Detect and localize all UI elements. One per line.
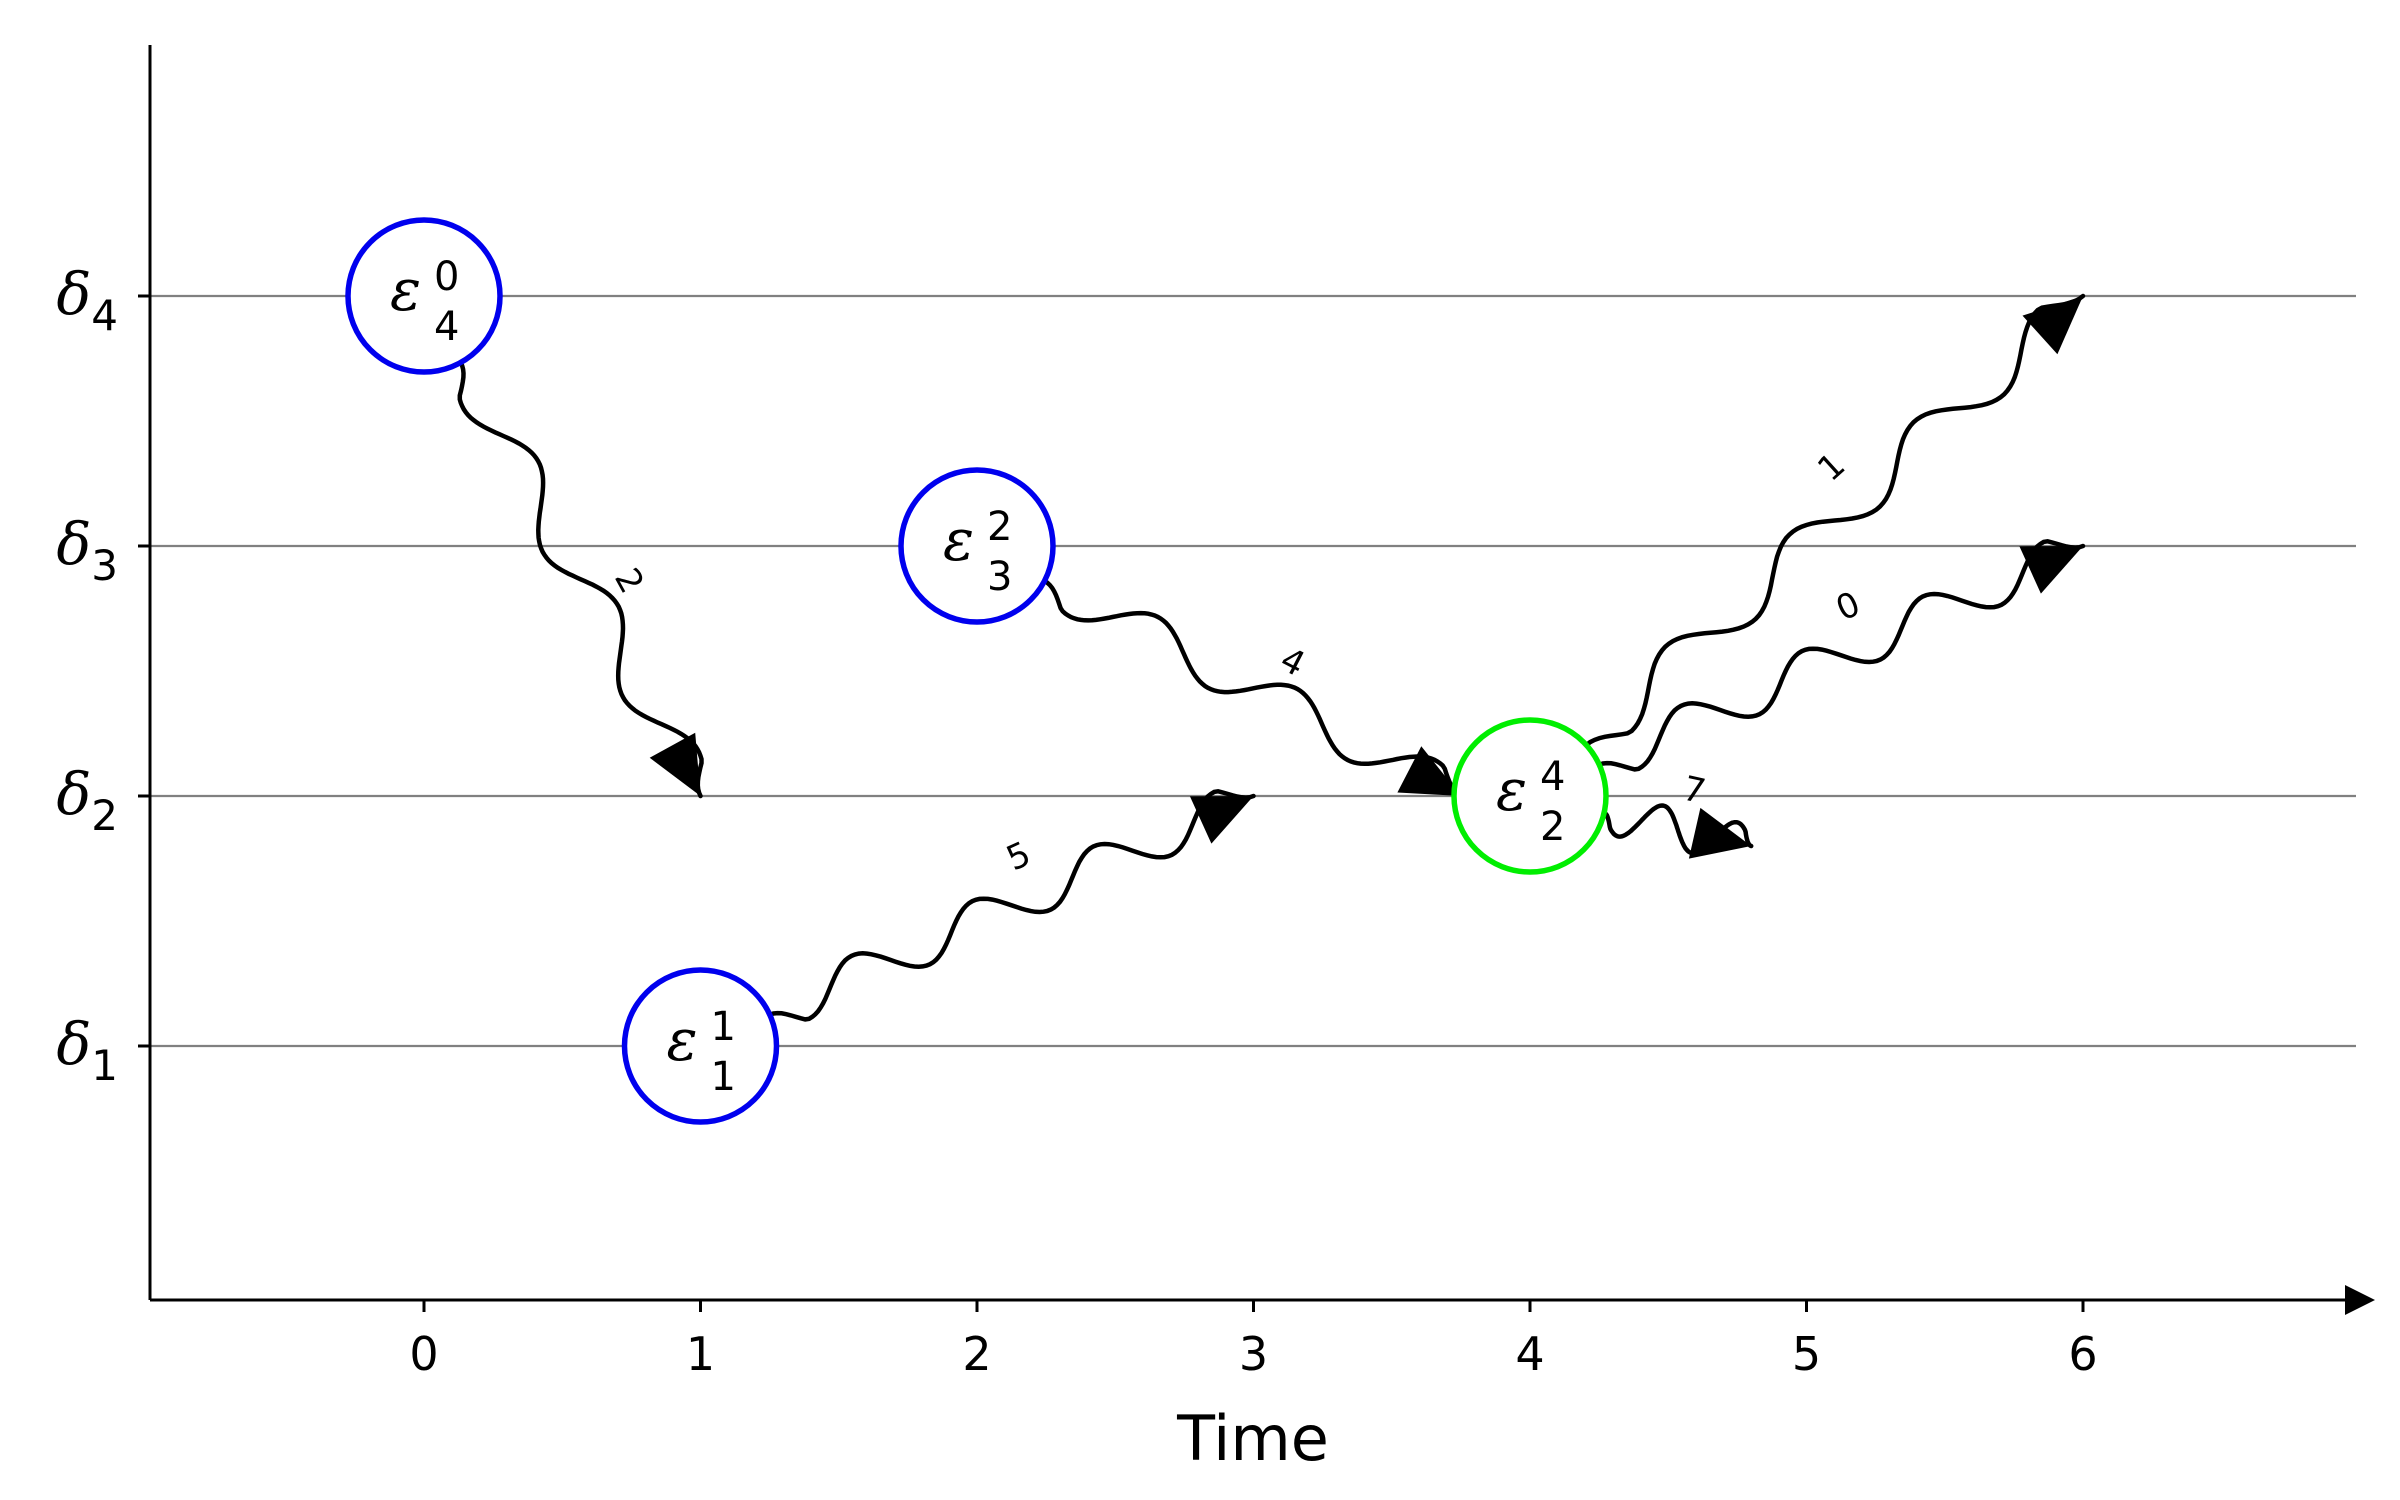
y-label-subscript: 2 <box>91 791 118 840</box>
node-label: ε <box>1496 756 1527 824</box>
edge-arrowhead-icon <box>649 732 701 796</box>
x-tick-label: 2 <box>962 1327 991 1381</box>
y-label-subscript: 4 <box>91 291 118 340</box>
edge-label: 2 <box>606 562 651 600</box>
y-label-d2: δ2 <box>56 760 118 840</box>
node-circle <box>898 467 1056 625</box>
edge-wave-4 <box>1597 539 2086 772</box>
node-circle <box>1451 717 1609 875</box>
x-tick-label: 0 <box>409 1327 438 1381</box>
edge-wave-5 <box>1601 803 1754 856</box>
x-tick-label: 3 <box>1239 1327 1268 1381</box>
edge-arrowhead-icon <box>1688 807 1752 859</box>
edge-wave-2 <box>767 789 1256 1022</box>
x-axis-ticks: 0 1 2 3 4 5 6 <box>409 1300 2098 1381</box>
node-subscript: 3 <box>987 554 1012 600</box>
node-e11: ε 11 <box>621 967 780 1125</box>
y-label-symbol: δ <box>56 760 91 828</box>
event-nodes: ε 04ε 23ε 11ε 42 <box>345 217 1609 1125</box>
edge-wave-3 <box>1584 293 2086 748</box>
x-axis-title: Time <box>1176 1402 1329 1475</box>
edge-label: 5 <box>1001 834 1037 879</box>
edge-wave-0 <box>457 360 704 799</box>
edge-arrowhead-icon <box>2019 546 2083 594</box>
node-superscript: 1 <box>711 1004 736 1050</box>
x-tick-label: 1 <box>686 1327 715 1381</box>
node-e32: ε 23 <box>898 467 1056 625</box>
node-superscript: 4 <box>1540 754 1565 800</box>
node-circle <box>621 967 780 1125</box>
y-label-symbol: δ <box>56 1010 91 1078</box>
y-label-d4: δ4 <box>56 260 118 340</box>
edge-label: 4 <box>1274 640 1312 685</box>
edge-label: 1 <box>1810 445 1853 489</box>
y-label-symbol: δ <box>56 260 91 328</box>
level-lines <box>138 294 2356 1048</box>
y-label-symbol: δ <box>56 510 91 578</box>
y-label-d1: δ1 <box>56 1010 118 1090</box>
x-tick-label: 5 <box>1792 1327 1821 1381</box>
node-subscript: 2 <box>1540 804 1565 850</box>
node-e24: ε 42 <box>1451 717 1609 875</box>
node-superscript: 2 <box>987 504 1012 550</box>
edge-wave-1 <box>1042 578 1464 799</box>
node-label: ε <box>390 256 421 324</box>
x-axis-arrow-icon <box>2345 1285 2375 1315</box>
edge-arrowhead-icon <box>1397 746 1461 796</box>
node-label: ε <box>943 506 974 574</box>
node-subscript: 4 <box>434 304 459 350</box>
edge-arrowhead-icon <box>2022 296 2083 355</box>
x-tick-label: 4 <box>1515 1327 1544 1381</box>
node-subscript: 1 <box>711 1054 736 1100</box>
node-circle <box>345 217 503 375</box>
y-label-subscript: 1 <box>91 1041 118 1090</box>
edge-label: 7 <box>1679 769 1709 813</box>
node-label: ε <box>667 1006 698 1074</box>
edge-label: 0 <box>1830 584 1866 629</box>
edge-arrowhead-icon <box>1189 796 1254 844</box>
y-label-subscript: 3 <box>91 541 118 590</box>
node-e40: ε 04 <box>345 217 503 375</box>
y-label-d3: δ3 <box>56 510 118 590</box>
node-superscript: 0 <box>434 254 459 300</box>
x-tick-label: 6 <box>2068 1327 2097 1381</box>
